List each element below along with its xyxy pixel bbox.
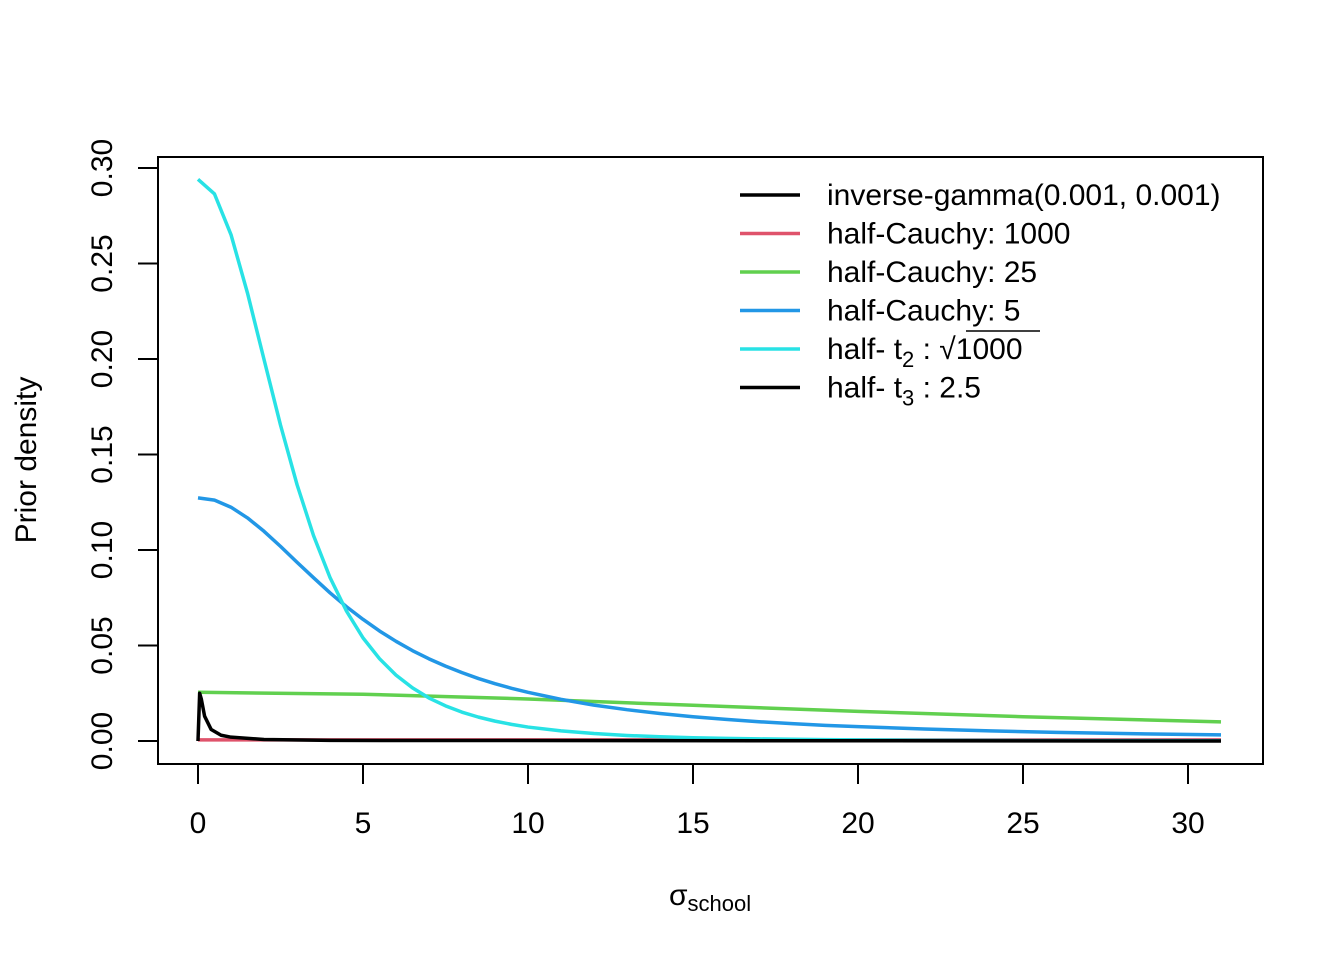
series-line-1 [197,690,1222,724]
series-line-2 [197,496,1222,737]
y-tick-label: 0.00 [86,712,119,770]
x-tick-label: 25 [1006,807,1039,840]
series-lines [196,177,1222,743]
x-tick-label: 20 [841,807,874,840]
legend-entry: inverse-gamma(0.001, 0.001) [827,179,1221,212]
legend-entry: half- t2 : √1000 [827,333,1023,372]
x-tick-label: 0 [190,807,207,840]
y-tick-label: 0.10 [86,521,119,579]
x-tick-label: 5 [355,807,372,840]
y-axis: 0.00 0.05 0.10 0.15 0.20 0.25 0.30 [86,139,158,770]
y-tick-label: 0.05 [86,616,119,674]
legend-entry: half-Cauchy: 25 [827,256,1037,289]
series-line-3 [196,177,1222,743]
legend-entry: half-Cauchy: 5 [827,295,1020,328]
x-tick-label: 30 [1171,807,1204,840]
y-tick-label: 0.20 [86,330,119,388]
legend: inverse-gamma(0.001, 0.001) half-Cauchy: … [740,179,1221,411]
x-tick-label: 15 [676,807,709,840]
x-axis-label: σschool [669,879,751,916]
legend-entry: half- t3 : 2.5 [827,372,981,411]
legend-entry: half-Cauchy: 1000 [827,218,1071,251]
x-tick-label: 10 [511,807,544,840]
plot-frame [157,156,1264,765]
y-axis-label: Prior density [10,377,43,544]
y-tick-label: 0.30 [86,139,119,197]
y-tick-label: 0.15 [86,425,119,483]
x-axis: 0 5 10 15 20 25 30 [190,764,1205,840]
series-line-4 [196,691,1222,743]
y-tick-label: 0.25 [86,234,119,292]
